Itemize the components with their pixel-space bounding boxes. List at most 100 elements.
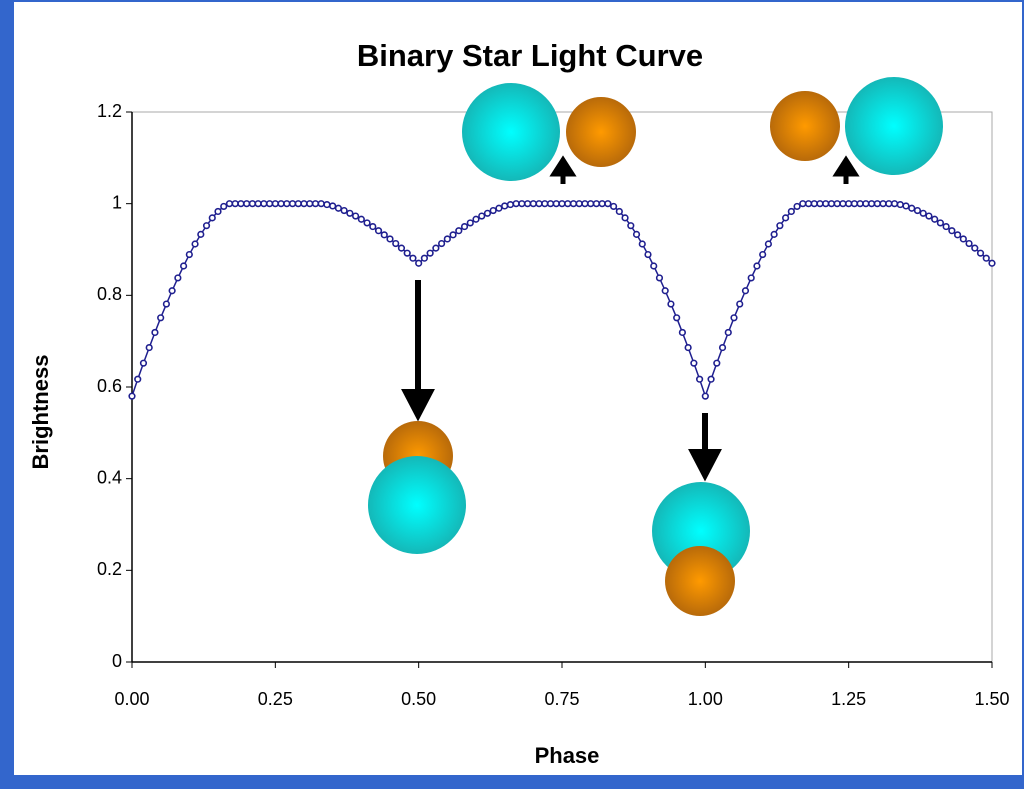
data-point bbox=[479, 213, 485, 219]
data-point bbox=[439, 241, 445, 247]
data-point bbox=[164, 301, 170, 307]
data-point bbox=[141, 360, 147, 366]
data-point bbox=[920, 210, 926, 216]
data-point bbox=[473, 216, 479, 222]
data-point bbox=[250, 201, 256, 207]
data-point bbox=[932, 216, 938, 222]
data-point bbox=[485, 210, 491, 216]
x-tick-label: 1.00 bbox=[688, 689, 723, 709]
y-axis-label: Brightness bbox=[28, 355, 53, 470]
data-point bbox=[267, 201, 273, 207]
data-point bbox=[370, 224, 376, 230]
small-star bbox=[770, 91, 840, 161]
data-point bbox=[611, 204, 617, 210]
data-point bbox=[777, 223, 783, 229]
data-point bbox=[983, 255, 989, 261]
data-point bbox=[731, 315, 737, 321]
data-point bbox=[129, 393, 135, 399]
data-point bbox=[720, 345, 726, 351]
data-point bbox=[926, 213, 932, 219]
large-star bbox=[845, 77, 943, 175]
data-point bbox=[599, 201, 605, 207]
data-point bbox=[897, 202, 903, 208]
data-point bbox=[639, 241, 645, 247]
data-point bbox=[559, 201, 565, 207]
data-point bbox=[697, 376, 703, 382]
data-point bbox=[617, 209, 623, 215]
data-point bbox=[135, 376, 141, 382]
large-star bbox=[462, 83, 560, 181]
data-point bbox=[359, 216, 365, 222]
y-tick-label: 0.8 bbox=[97, 284, 122, 304]
data-point bbox=[674, 315, 680, 321]
data-point bbox=[330, 203, 336, 209]
data-point bbox=[146, 345, 152, 351]
data-point bbox=[662, 288, 668, 294]
data-point bbox=[399, 245, 405, 251]
data-point bbox=[295, 201, 301, 207]
data-point bbox=[553, 201, 559, 207]
data-point bbox=[657, 275, 663, 281]
data-point bbox=[175, 275, 181, 281]
data-point bbox=[978, 250, 984, 256]
data-point bbox=[794, 204, 800, 210]
data-point bbox=[273, 201, 279, 207]
data-point bbox=[531, 201, 537, 207]
data-point bbox=[278, 201, 284, 207]
data-point bbox=[187, 252, 193, 258]
x-tick-label: 1.25 bbox=[831, 689, 866, 709]
data-point bbox=[685, 345, 691, 351]
data-point bbox=[840, 201, 846, 207]
data-point bbox=[892, 201, 898, 207]
x-axis-label: Phase bbox=[535, 743, 600, 768]
data-point bbox=[909, 205, 915, 211]
data-point bbox=[548, 201, 554, 207]
data-point bbox=[576, 201, 582, 207]
data-point bbox=[301, 201, 307, 207]
data-point bbox=[628, 223, 634, 229]
data-point bbox=[771, 232, 777, 238]
data-point bbox=[594, 201, 600, 207]
data-point bbox=[324, 202, 330, 208]
data-point bbox=[766, 241, 772, 247]
y-tick-label: 0.4 bbox=[97, 467, 122, 487]
data-point bbox=[307, 201, 313, 207]
x-tick-label: 0.25 bbox=[258, 689, 293, 709]
data-point bbox=[215, 209, 221, 215]
x-tick-label: 1.50 bbox=[974, 689, 1009, 709]
data-point bbox=[737, 301, 743, 307]
data-point bbox=[152, 330, 158, 336]
data-point bbox=[703, 393, 709, 399]
data-point bbox=[433, 245, 439, 251]
data-point bbox=[875, 201, 881, 207]
data-point bbox=[347, 210, 353, 216]
page: Binary Star Light Curve Phase Brightness… bbox=[0, 0, 1024, 789]
data-point bbox=[783, 215, 789, 221]
data-point bbox=[915, 208, 921, 214]
y-tick-label: 0 bbox=[112, 651, 122, 671]
data-point bbox=[525, 201, 531, 207]
data-point bbox=[846, 201, 852, 207]
data-point bbox=[427, 250, 433, 256]
data-point bbox=[204, 223, 210, 229]
data-point bbox=[261, 201, 267, 207]
chart-title: Binary Star Light Curve bbox=[357, 38, 703, 73]
data-point bbox=[244, 201, 250, 207]
x-tick-label: 0.75 bbox=[544, 689, 579, 709]
data-point bbox=[341, 208, 347, 214]
data-point bbox=[622, 215, 628, 221]
data-point bbox=[313, 201, 319, 207]
data-point bbox=[668, 301, 674, 307]
data-point bbox=[536, 201, 542, 207]
data-point bbox=[949, 228, 955, 234]
data-point bbox=[181, 263, 187, 269]
data-point bbox=[232, 201, 238, 207]
large-star bbox=[368, 456, 466, 554]
data-point bbox=[811, 201, 817, 207]
data-point bbox=[691, 360, 697, 366]
data-point bbox=[582, 201, 588, 207]
data-point bbox=[422, 255, 428, 261]
data-point bbox=[238, 201, 244, 207]
data-point bbox=[852, 201, 858, 207]
data-point bbox=[754, 263, 760, 269]
